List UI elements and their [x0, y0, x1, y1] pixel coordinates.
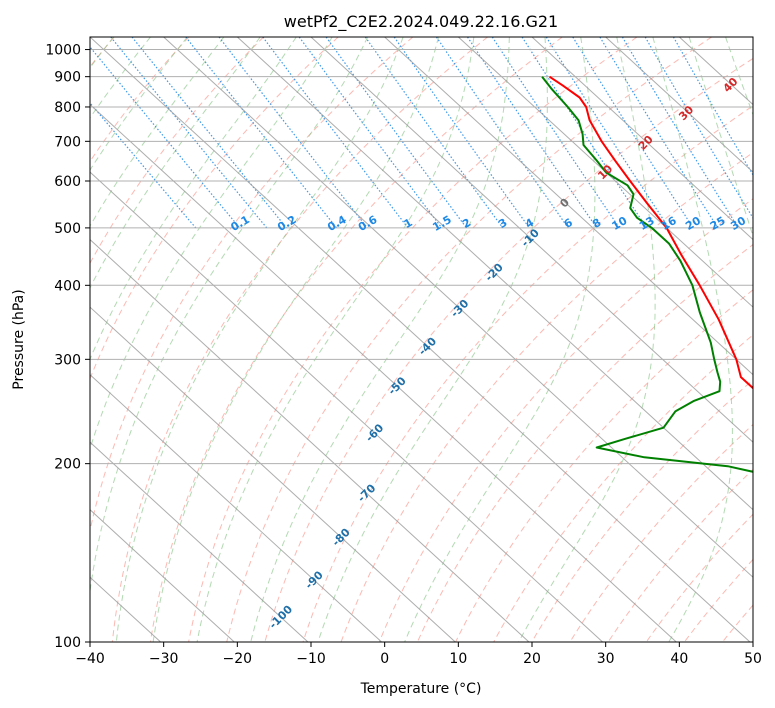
mixing-ratio-line — [364, 37, 504, 229]
dry-adiabat-line — [378, 198, 753, 642]
isotherm-line — [457, 37, 753, 308]
y-tick-label: 100 — [54, 635, 81, 651]
temperature-profile — [548, 75, 753, 390]
mixing-ratio-line — [110, 37, 268, 229]
isotherms — [90, 37, 753, 642]
isotherm-line — [90, 171, 603, 642]
mixing-ratio-line — [325, 37, 468, 229]
isotherm-line — [90, 37, 751, 642]
dry-adiabat-line — [302, 105, 753, 642]
isotherm-line — [384, 37, 753, 376]
isotherm-line — [90, 306, 456, 642]
isotherm-line — [236, 37, 753, 511]
dry-adiabat-line — [111, 37, 488, 642]
dry-adiabat-line — [569, 423, 753, 642]
dry-adiabat-line — [90, 37, 264, 265]
moist-adiabat-line — [90, 37, 369, 595]
moist-adiabat-line — [90, 37, 188, 171]
moist-adiabat-line — [518, 37, 656, 642]
y-tick-label: 1000 — [45, 43, 81, 59]
dry-adiabat-line — [150, 37, 563, 642]
dry-adiabat-line — [340, 151, 753, 642]
x-tick-label: 30 — [597, 651, 615, 667]
mixing-ratio-line — [262, 37, 409, 229]
mixing-ratio-line — [672, 37, 753, 176]
mixing-ratio-line — [218, 37, 368, 229]
y-tick-label: 700 — [54, 134, 81, 150]
isotherm-line — [90, 103, 677, 642]
x-tick-label: 40 — [670, 651, 688, 667]
moist-adiabat-line — [90, 37, 297, 361]
y-tick-label: 600 — [54, 174, 81, 190]
x-axis-label: Temperature (°C) — [360, 681, 482, 697]
dry-adiabat-line — [226, 37, 712, 642]
moist-adiabats — [90, 37, 753, 642]
dry-adiabat-line — [264, 57, 753, 642]
y-axis-label: Pressure (hPa) — [11, 289, 27, 389]
x-tick-label: −40 — [75, 651, 105, 667]
x-tick-label: 50 — [744, 651, 762, 667]
moist-adiabat-line — [652, 37, 733, 642]
mixing-ratio-line — [298, 37, 443, 229]
moist-adiabat-line — [115, 37, 404, 642]
isotherm-line — [163, 37, 753, 578]
isotherm-line — [605, 37, 753, 173]
y-tick-label: 800 — [54, 100, 81, 116]
dry-adiabat-line — [607, 468, 753, 642]
isotherm-line — [90, 441, 309, 642]
mixing-ratio-lines — [90, 37, 753, 229]
x-tick-label: −20 — [223, 651, 253, 667]
dry-adiabats — [90, 37, 753, 642]
moist-adiabat-line — [250, 37, 510, 642]
mixing-ratio-line — [131, 37, 288, 229]
y-tick-label: 500 — [54, 221, 81, 237]
x-tick-label: 20 — [523, 651, 541, 667]
y-tick-label: 400 — [54, 278, 81, 294]
mixing-ratio-line — [599, 37, 719, 229]
mixing-ratio-line — [90, 46, 241, 229]
moist-adiabat-line — [404, 37, 596, 642]
x-tick-label: −30 — [149, 651, 179, 667]
mixing-ratio-line — [621, 37, 739, 229]
mixing-ratio-line — [545, 37, 670, 229]
dry-adiabat-line — [416, 243, 753, 642]
isotherm-line — [90, 373, 382, 642]
moist-adiabat-line — [90, 37, 261, 289]
isotherm-line — [90, 238, 530, 642]
isotherm-line — [90, 509, 235, 642]
dry-adiabat-line — [188, 37, 638, 642]
x-ticks: −40 −30 −20 −10 0 10 20 30 40 50 — [75, 642, 762, 667]
mixing-ratio-line — [521, 37, 648, 229]
moist-adiabat-line — [90, 37, 225, 227]
dry-adiabat-line — [90, 37, 339, 380]
x-tick-label: 10 — [449, 651, 467, 667]
chart-title: wetPf2_C2E2.2024.049.22.16.G21 — [284, 12, 558, 32]
isotherm-line — [310, 37, 753, 443]
plot-frame — [89, 36, 754, 643]
isobar-grid — [90, 49, 753, 642]
isotherm-line — [531, 37, 753, 241]
mixing-ratio-line — [393, 37, 530, 229]
y-tick-label: 300 — [54, 352, 81, 368]
plot-area — [90, 37, 753, 642]
moist-adiabat-line — [196, 37, 475, 642]
moist-adiabat-line — [152, 37, 439, 642]
mixing-ratio-line — [435, 37, 569, 229]
dewpoint-profile — [541, 76, 753, 473]
y-ticks: 100 200 300 400 500 600 700 800 900 1000 — [45, 43, 90, 651]
dry-adiabat-line — [90, 37, 190, 163]
y-tick-label: 200 — [54, 457, 81, 473]
x-tick-label: 0 — [380, 651, 389, 667]
mixing-ratio-line — [572, 37, 694, 229]
y-tick-label: 900 — [54, 70, 81, 86]
dry-adiabat-line — [493, 334, 753, 642]
x-tick-label: −10 — [296, 651, 326, 667]
